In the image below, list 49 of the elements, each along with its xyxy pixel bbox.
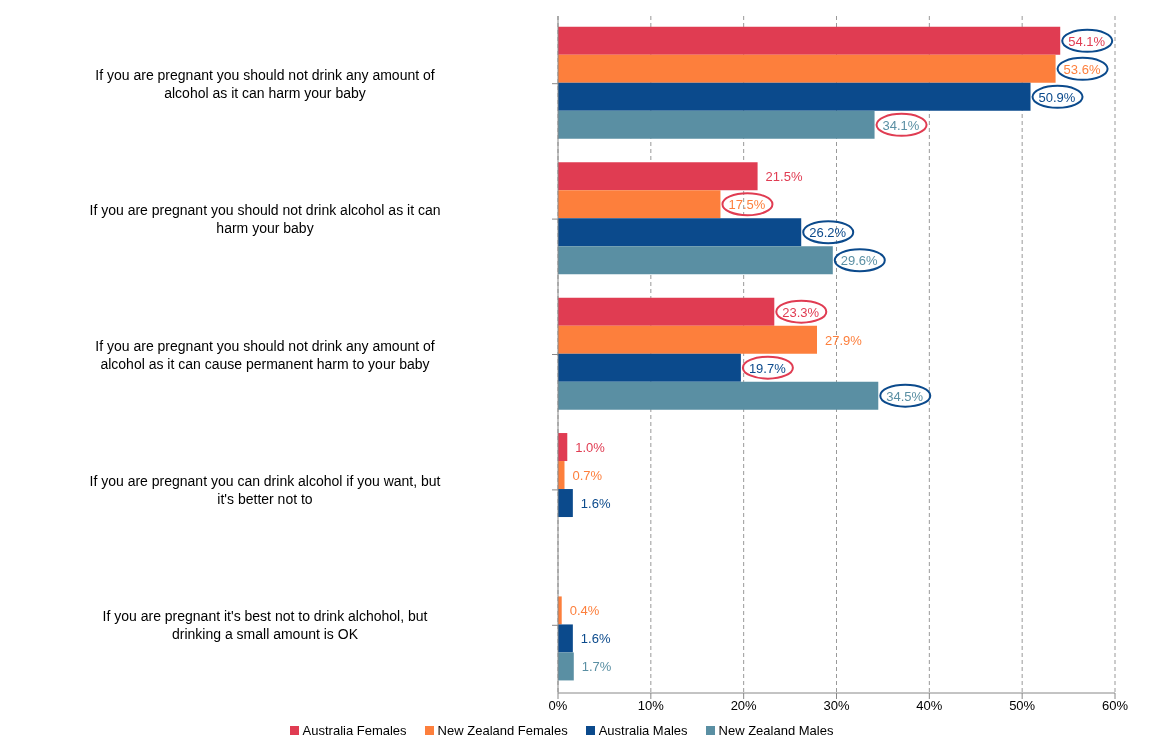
data-label: 0.7%	[572, 468, 603, 484]
bar	[558, 218, 802, 247]
x-tick-label: 30%	[823, 698, 850, 714]
bar	[558, 110, 875, 139]
data-label: 53.6%	[1063, 61, 1101, 77]
data-label: 34.1%	[882, 117, 920, 133]
bar	[558, 652, 574, 681]
bar	[558, 624, 573, 653]
legend-label: New Zealand Females	[436, 723, 568, 738]
x-tick-label: 40%	[916, 698, 943, 714]
data-label: 26.2%	[809, 225, 847, 241]
data-label: 0.4%	[569, 603, 600, 619]
x-tick-label: 10%	[637, 698, 665, 714]
legend-label: Australia Females	[301, 723, 407, 738]
data-label: 1.0%	[575, 440, 606, 456]
data-label: 1.6%	[580, 631, 611, 647]
legend-label: Australia Males	[597, 723, 688, 738]
data-label: 54.1%	[1068, 33, 1106, 49]
data-label: 50.9%	[1038, 89, 1076, 105]
bar	[558, 325, 818, 354]
x-tick-label: 0%	[548, 698, 568, 714]
data-label: 17.5%	[728, 197, 766, 213]
y-tick-label: If you are pregnant it's best not to drink alchohol, but drinking a small amount is OK	[102, 608, 428, 643]
data-label: 23.3%	[782, 304, 820, 320]
bar	[558, 26, 1061, 55]
y-tick-label: If you are pregnant you should not drink any amount of alcohol as it can harm your baby	[95, 66, 435, 101]
bar	[558, 381, 879, 410]
y-tick-label: If you are pregnant you should not drink any amount of alcohol as it can cause permanent harm to your baby	[95, 337, 435, 372]
data-label: 21.5%	[765, 169, 803, 185]
data-label: 1.7%	[581, 659, 612, 675]
bar	[558, 54, 1056, 83]
data-label: 1.6%	[580, 496, 611, 512]
data-label: 19.7%	[748, 360, 787, 376]
bar	[558, 353, 741, 382]
data-label: 34.5%	[886, 388, 924, 404]
bar	[558, 190, 721, 219]
bar	[558, 82, 1031, 111]
bar	[558, 246, 833, 275]
data-label: 29.6%	[840, 253, 879, 269]
bar	[558, 297, 775, 326]
bar	[558, 489, 573, 518]
data-label: 27.9%	[825, 332, 863, 348]
x-tick-label: 20%	[730, 698, 758, 714]
legend-label: New Zealand Males	[717, 723, 834, 738]
x-tick-label: 60%	[1101, 698, 1129, 714]
y-tick-label: If you are pregnant you can drink alcohol if you want, but it's better not to	[89, 472, 441, 507]
bar	[558, 162, 758, 191]
y-tick-label: If you are pregnant you should not drink alcohol as it can harm your baby	[89, 202, 441, 237]
x-tick-label: 50%	[1009, 698, 1036, 714]
